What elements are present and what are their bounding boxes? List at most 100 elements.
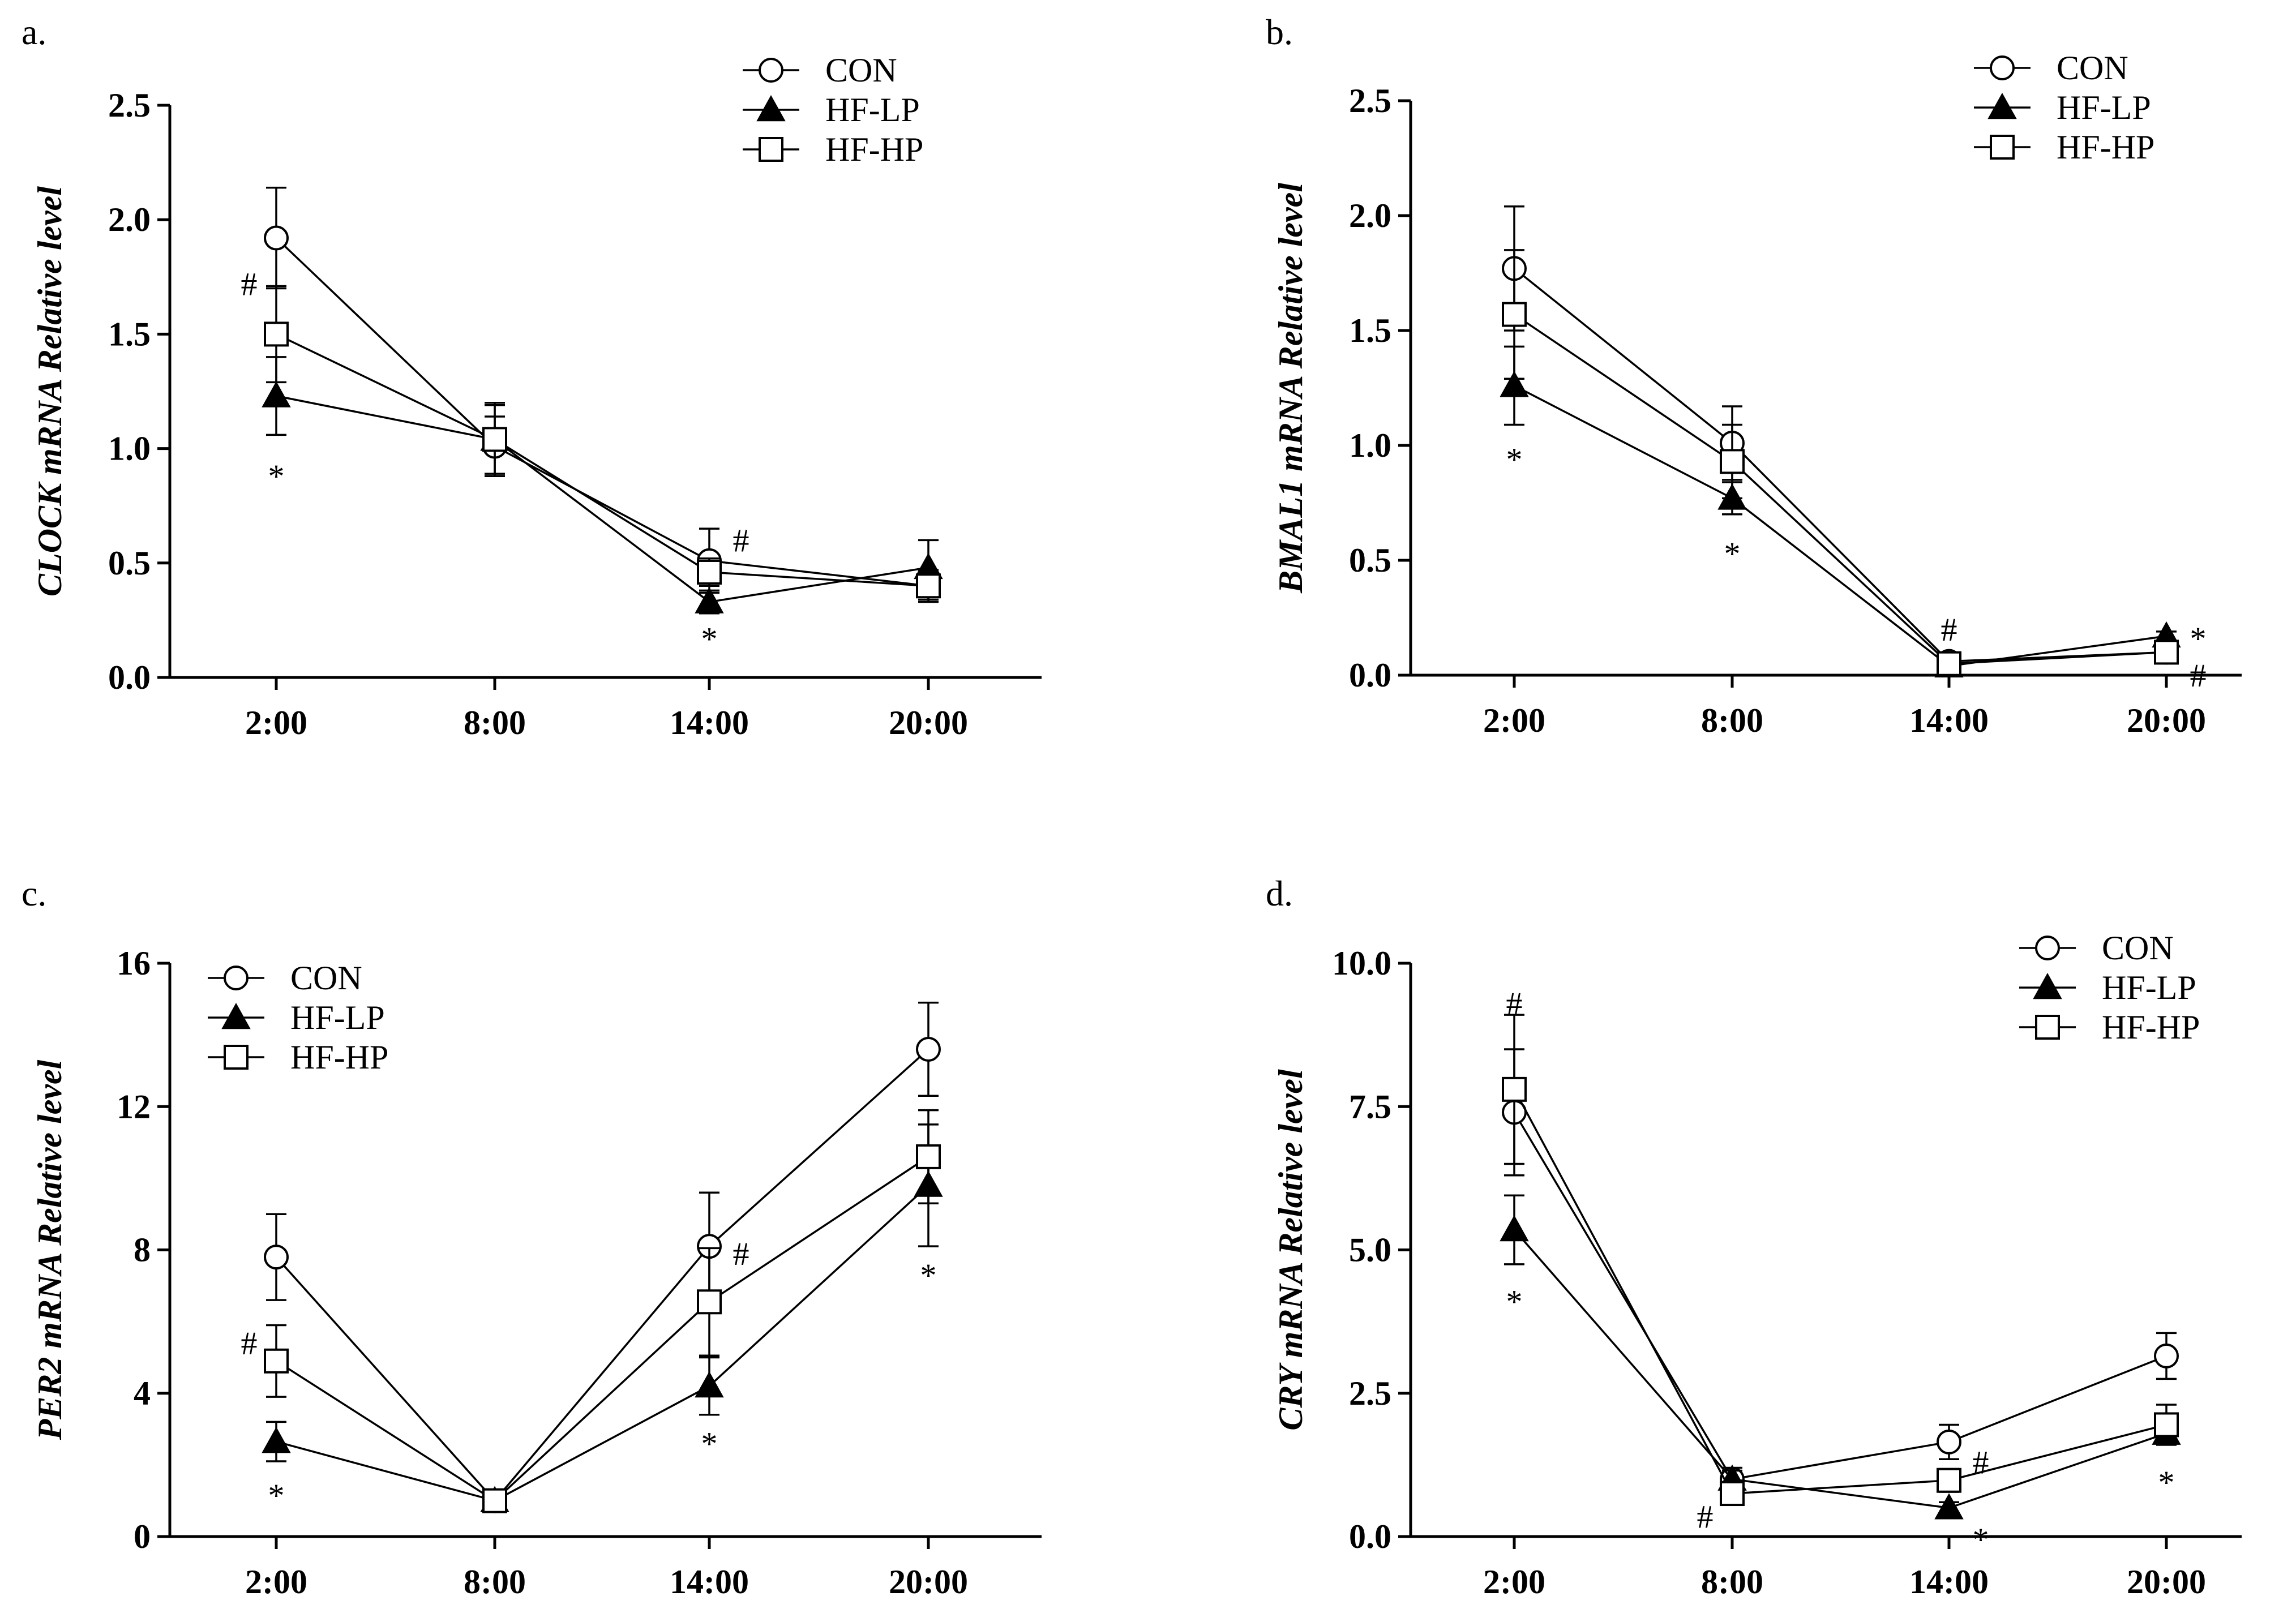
data-point-hf-lp <box>695 1371 724 1398</box>
panel-label: d. <box>1266 873 1293 913</box>
significance-hash: # <box>2190 657 2207 694</box>
legend-label-hf-lp: HF-LP <box>2102 969 2196 1006</box>
y-tick-label: 16 <box>117 945 151 982</box>
data-point-con <box>2154 1343 2179 1368</box>
legend-marker-hf-lp <box>2033 972 2062 999</box>
data-point-hf-hp <box>697 1289 722 1315</box>
significance-star: * <box>1973 1521 1989 1558</box>
significance-star: * <box>1724 535 1741 572</box>
data-point-con <box>1937 1429 1961 1454</box>
data-point-hf-lp <box>695 587 724 613</box>
y-tick-label: 12 <box>117 1088 151 1125</box>
legend-label-hf-hp: HF-HP <box>290 1039 388 1076</box>
panel-label: c. <box>22 873 46 913</box>
data-point-hf-hp <box>1937 651 1961 676</box>
legend-label-hf-lp: HF-LP <box>2057 89 2151 126</box>
legend-marker-hf-hp <box>1990 135 2015 160</box>
panel-label: b. <box>1266 12 1293 52</box>
significance-star: * <box>701 1425 718 1462</box>
data-point-hf-lp <box>1500 371 1529 397</box>
panel-label: a. <box>22 12 46 52</box>
data-point-hf-lp <box>1500 1215 1529 1242</box>
significance-hash: # <box>733 522 749 559</box>
y-tick-label: 0 <box>134 1518 151 1555</box>
series-line-hf-lp <box>1513 1229 2167 1509</box>
data-point-con <box>264 225 289 251</box>
significance-hash: # <box>1697 1499 1714 1535</box>
data-point-hf-lp <box>262 1427 291 1453</box>
x-tick-label: 2:00 <box>245 1563 307 1601</box>
x-tick-label: 20:00 <box>2127 1563 2206 1601</box>
data-point-hf-hp <box>916 573 941 599</box>
data-point-hf-hp <box>482 427 507 452</box>
x-tick-label: 2:00 <box>245 704 307 741</box>
data-point-hf-hp <box>697 559 722 585</box>
y-tick-label: 0.0 <box>1349 1518 1391 1555</box>
series-line-hf-lp <box>276 1185 929 1502</box>
significance-hash: # <box>241 265 258 302</box>
legend-marker-con <box>1990 55 2015 80</box>
data-point-hf-hp <box>916 1144 941 1169</box>
y-tick-label: 2.0 <box>108 201 151 238</box>
legend-marker-hf-hp <box>224 1045 249 1070</box>
y-axis-title: CRY mRNA Relative level <box>1272 1069 1309 1431</box>
x-tick-label: 20:00 <box>889 1563 968 1601</box>
legend-label-con: CON <box>2057 49 2128 87</box>
data-point-hf-lp <box>1934 1493 1964 1520</box>
legend-label-hf-hp: HF-HP <box>2057 128 2154 166</box>
legend-marker-hf-hp <box>759 137 783 162</box>
series-line-hf-hp <box>1514 314 2167 665</box>
data-point-hf-hp <box>264 321 289 347</box>
y-tick-label: 5.0 <box>1349 1232 1391 1269</box>
significance-star: * <box>701 620 718 657</box>
series-line-hf-hp <box>1513 1089 2167 1495</box>
y-tick-label: 2.5 <box>108 87 151 124</box>
y-tick-label: 1.5 <box>108 315 151 353</box>
data-point-hf-hp <box>2154 1412 2179 1438</box>
significance-hash: # <box>241 1325 258 1362</box>
series-line-con <box>1513 1112 2167 1481</box>
legend-label-hf-lp: HF-LP <box>290 999 385 1036</box>
significance-star: * <box>2190 620 2207 657</box>
series-line-hf-hp <box>276 1156 929 1502</box>
data-point-con <box>264 1245 289 1270</box>
x-tick-label: 2:00 <box>1483 702 1545 739</box>
x-tick-label: 2:00 <box>1483 1563 1545 1601</box>
y-tick-label: 0.5 <box>108 544 151 582</box>
y-tick-label: 8 <box>134 1232 151 1269</box>
series-line-con <box>275 1048 929 1503</box>
data-point-hf-hp <box>1720 449 1745 474</box>
legend-label-hf-hp: HF-HP <box>825 131 923 168</box>
legend-marker-hf-lp <box>1987 92 2017 119</box>
significance-hash: # <box>733 1235 749 1272</box>
legend-label-hf-lp: HF-LP <box>825 91 920 128</box>
y-tick-label: 0.0 <box>108 659 151 696</box>
y-tick-label: 1.5 <box>1349 312 1391 349</box>
y-tick-label: 2.5 <box>1349 82 1391 119</box>
y-axis-title: PER2 mRNA Relative level <box>31 1059 68 1440</box>
y-tick-label: 4 <box>134 1375 151 1412</box>
series-line-con <box>275 237 929 587</box>
series-line-hf-hp <box>276 333 929 587</box>
data-point-hf-hp <box>264 1348 289 1374</box>
data-point-hf-hp <box>2154 640 2179 665</box>
chart-panel-d: d. 0.0 2.5 5.0 7.5 10.0 2:00 8:00 14:00 20:00 CRY … <box>1266 873 2242 1601</box>
significance-star: * <box>920 1257 937 1294</box>
legend-marker-con <box>224 966 249 990</box>
x-tick-label: 14:00 <box>670 1563 749 1601</box>
y-tick-label: 1.0 <box>1349 427 1391 464</box>
legend-marker-con <box>2035 936 2060 960</box>
legend-marker-hf-lp <box>221 1002 251 1029</box>
significance-hash: # <box>1506 985 1523 1022</box>
y-axis-title: BMAL1 mRNA Relative level <box>1272 183 1309 594</box>
y-tick-label: 0.5 <box>1349 542 1391 579</box>
y-tick-label: 1.0 <box>108 430 151 467</box>
chart-panel-a: a. 0.0 0.5 1.0 1.5 2.0 2.5 2:00 8:00 14:00 20:00 CL… <box>22 12 1042 741</box>
legend-marker-con <box>759 58 783 83</box>
significance-star: * <box>1506 1284 1523 1320</box>
significance-hash: # <box>1973 1444 1989 1481</box>
x-tick-label: 8:00 <box>1701 702 1763 739</box>
data-point-hf-hp <box>1720 1481 1745 1507</box>
